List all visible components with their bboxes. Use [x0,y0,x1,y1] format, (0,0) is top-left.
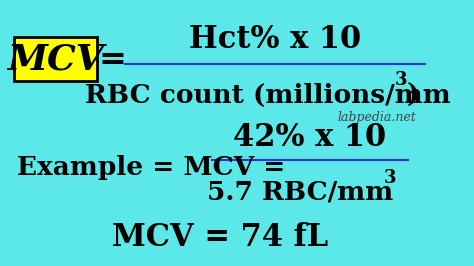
Text: 3: 3 [395,71,408,89]
Text: Example = MCV =: Example = MCV = [17,156,285,181]
Text: 3: 3 [383,169,396,187]
Text: MCV = 74 fL: MCV = 74 fL [112,222,328,253]
Text: RBC count (millions/mm: RBC count (millions/mm [85,82,450,107]
Text: Hct% x 10: Hct% x 10 [189,24,361,56]
Text: ): ) [407,82,419,107]
FancyBboxPatch shape [14,37,97,81]
Text: =: = [98,43,126,76]
Text: 5.7 RBC/mm: 5.7 RBC/mm [208,180,394,205]
Text: 42% x 10: 42% x 10 [233,123,386,153]
Text: MCV: MCV [7,42,104,76]
Text: labpedia.net: labpedia.net [338,111,417,124]
